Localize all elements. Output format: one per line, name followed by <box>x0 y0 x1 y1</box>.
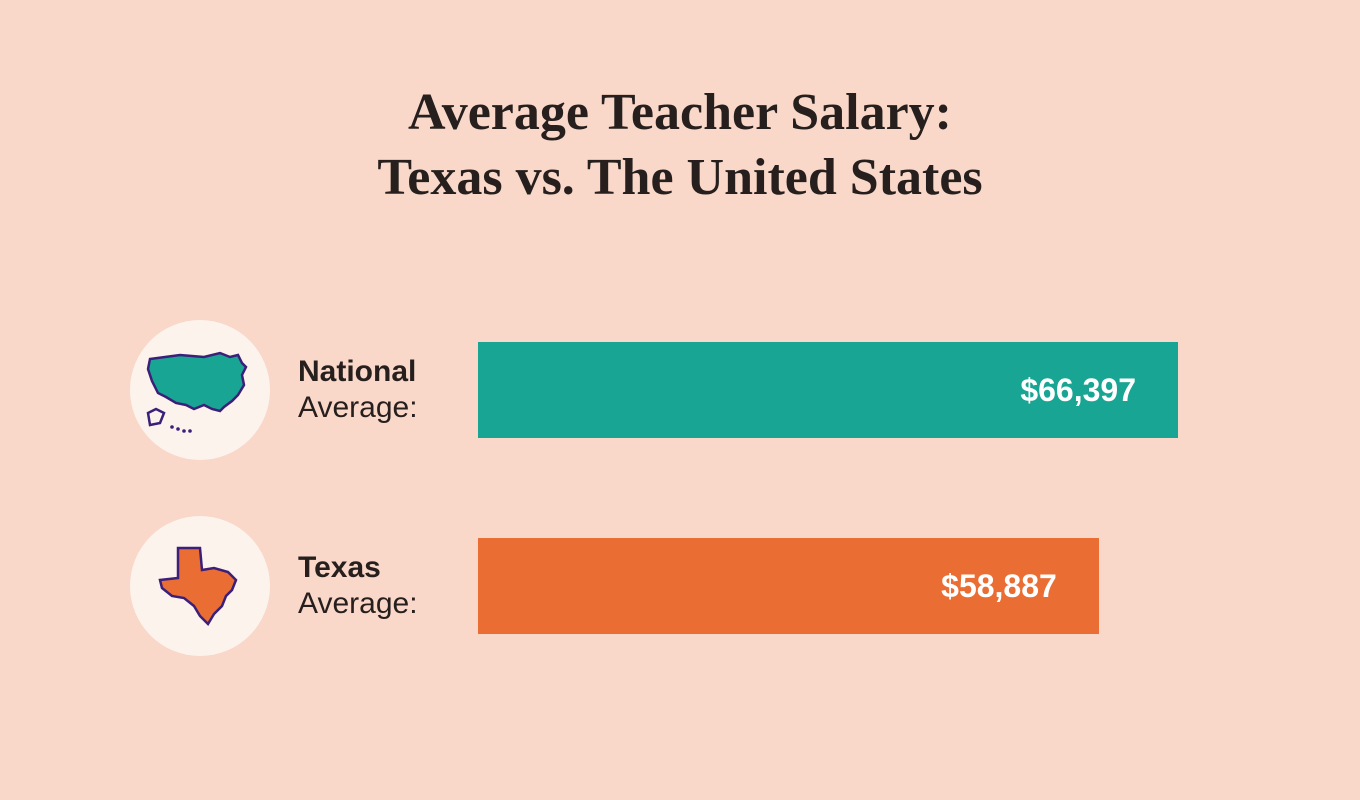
bar-texas: $58,887 <box>478 538 1099 634</box>
title-line-2: Texas vs. The United States <box>377 149 982 206</box>
label-sub-national: Average: <box>298 390 478 426</box>
hawaii-icon <box>170 425 192 433</box>
bar-national: $66,397 <box>478 342 1178 438</box>
label-national: National Average: <box>298 354 478 426</box>
chart-title: Average Teacher Salary: Texas vs. The Un… <box>130 80 1230 210</box>
row-national: National Average: $66,397 <box>130 320 1230 460</box>
label-texas: Texas Average: <box>298 550 478 622</box>
bar-value-texas: $58,887 <box>941 568 1057 605</box>
usa-map-icon <box>142 345 258 435</box>
icon-circle-texas <box>130 516 270 656</box>
texas-map-icon <box>150 536 250 636</box>
icon-circle-national <box>130 320 270 460</box>
label-name-national: National <box>298 354 478 390</box>
title-line-1: Average Teacher Salary: <box>408 84 952 141</box>
bar-value-national: $66,397 <box>1020 372 1136 409</box>
label-name-texas: Texas <box>298 550 478 586</box>
label-sub-texas: Average: <box>298 586 478 622</box>
row-texas: Texas Average: $58,887 <box>130 516 1230 656</box>
infographic-canvas: Average Teacher Salary: Texas vs. The Un… <box>0 0 1360 800</box>
